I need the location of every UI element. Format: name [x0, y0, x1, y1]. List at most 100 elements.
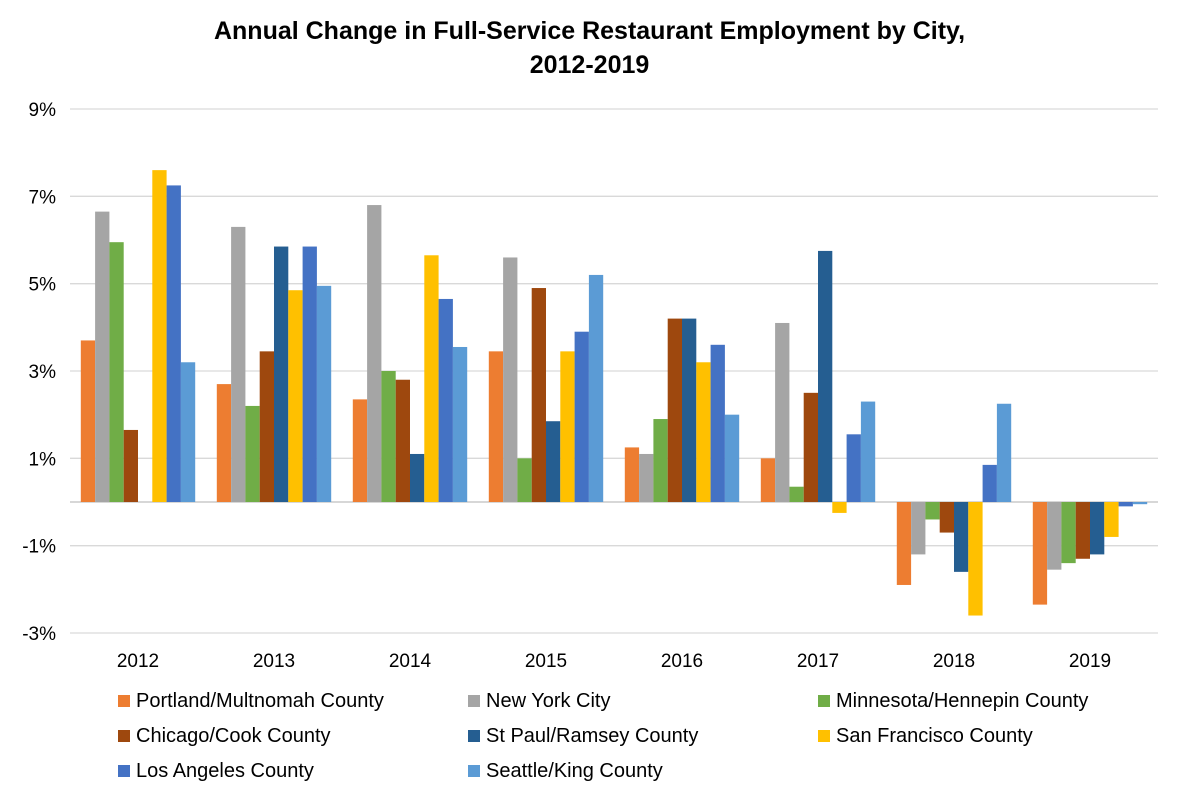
- bar: [395, 379, 410, 502]
- legend-label: New York City: [486, 689, 611, 712]
- bar: [1075, 502, 1090, 559]
- bar: [1104, 502, 1119, 537]
- bar: [216, 384, 232, 502]
- y-tick-label: 9%: [29, 100, 57, 121]
- bar: [846, 434, 861, 502]
- y-tick-label: -3%: [22, 624, 56, 645]
- bar: [231, 226, 246, 502]
- legend-swatch: [468, 765, 480, 777]
- legend-label: San Francisco County: [836, 724, 1033, 747]
- legend-swatch: [818, 730, 830, 742]
- bar: [1118, 502, 1133, 507]
- legend-label: Portland/Multnomah County: [136, 689, 384, 712]
- legend-label: Seattle/King County: [486, 759, 663, 782]
- x-tick-label: 2017: [797, 651, 839, 672]
- bar: [682, 318, 697, 502]
- bar: [1047, 502, 1062, 570]
- bar: [1090, 502, 1105, 555]
- bar: [288, 290, 303, 502]
- legend-swatch: [118, 695, 130, 707]
- bar: [109, 242, 124, 502]
- bar: [245, 405, 260, 502]
- legend-label: St Paul/Ramsey County: [486, 724, 699, 747]
- bar: [939, 502, 954, 533]
- legend-swatch: [118, 730, 130, 742]
- bar: [302, 246, 317, 502]
- y-tick-label: 3%: [29, 362, 57, 383]
- bar: [775, 322, 790, 502]
- bar: [667, 318, 682, 502]
- bar: [560, 351, 575, 502]
- bar: [152, 170, 167, 502]
- chart-title: Annual Change in Full-Service Restaurant…: [0, 14, 1179, 82]
- bar: [860, 401, 876, 502]
- bar: [259, 351, 274, 502]
- bar: [316, 285, 332, 502]
- x-tick-label: 2016: [661, 651, 703, 672]
- bar: [367, 205, 382, 503]
- bar: [1061, 502, 1076, 564]
- legend-item: St Paul/Ramsey County: [468, 721, 698, 751]
- bar: [696, 362, 711, 502]
- bar: [911, 502, 926, 555]
- bar: [818, 250, 833, 502]
- bar: [954, 502, 969, 572]
- bar: [925, 502, 940, 520]
- legend-swatch: [468, 730, 480, 742]
- legend-item: Seattle/King County: [468, 756, 663, 786]
- legend-item: Los Angeles County: [118, 756, 314, 786]
- bar: [724, 414, 740, 502]
- legend-item: Portland/Multnomah County: [118, 686, 384, 716]
- bar: [410, 453, 425, 502]
- bar: [274, 246, 289, 502]
- x-tick-label: 2013: [253, 651, 295, 672]
- chart-title-line-1: Annual Change in Full-Service Restaurant…: [213, 17, 966, 45]
- chart-title-line-2: 2012-2019: [529, 51, 650, 79]
- bar: [982, 464, 997, 502]
- bar: [760, 458, 776, 502]
- y-tick-label: 1%: [29, 449, 57, 470]
- bar: [1132, 502, 1148, 505]
- bar: [166, 185, 181, 502]
- bar: [438, 298, 453, 502]
- bar: [896, 502, 912, 585]
- bar: [624, 447, 640, 502]
- legend-item: Chicago/Cook County: [118, 721, 331, 751]
- x-tick-label: 2015: [525, 651, 567, 672]
- bar: [488, 351, 504, 502]
- bar: [517, 458, 532, 502]
- bar: [832, 502, 847, 513]
- bar: [352, 399, 368, 502]
- legend-swatch: [818, 695, 830, 707]
- bar: [574, 331, 589, 502]
- legend-label: Minnesota/Hennepin County: [836, 689, 1089, 712]
- chart-legend: Portland/Multnomah County New York City Mi…: [0, 684, 1179, 794]
- bar: [123, 429, 138, 502]
- legend-item: San Francisco County: [818, 721, 1033, 751]
- x-tick-label: 2014: [389, 651, 432, 672]
- x-tick-label: 2018: [933, 651, 975, 672]
- bar: [996, 403, 1012, 502]
- legend-label: Chicago/Cook County: [136, 724, 331, 747]
- bar: [531, 288, 546, 502]
- bar: [653, 419, 668, 502]
- bar: [639, 453, 654, 502]
- bar: [503, 257, 518, 502]
- legend-swatch: [468, 695, 480, 707]
- bar: [381, 371, 396, 502]
- y-tick-label: 7%: [29, 187, 57, 208]
- bar-chart-plot: 9% 7% 5% 3% 1% -1% -3% 2012 2013 2014 2015 2016 2017…: [22, 100, 1158, 672]
- bar: [710, 344, 725, 502]
- bar: [546, 421, 561, 502]
- bar: [180, 362, 196, 502]
- bar: [789, 486, 804, 502]
- legend-item: Minnesota/Hennepin County: [818, 686, 1088, 716]
- bar: [80, 340, 96, 502]
- bar: [424, 255, 439, 502]
- bar: [1032, 502, 1048, 605]
- legend-swatch: [118, 765, 130, 777]
- bar: [968, 502, 983, 616]
- bar: [95, 211, 110, 502]
- bar: [803, 392, 818, 502]
- x-tick-label: 2012: [117, 651, 159, 672]
